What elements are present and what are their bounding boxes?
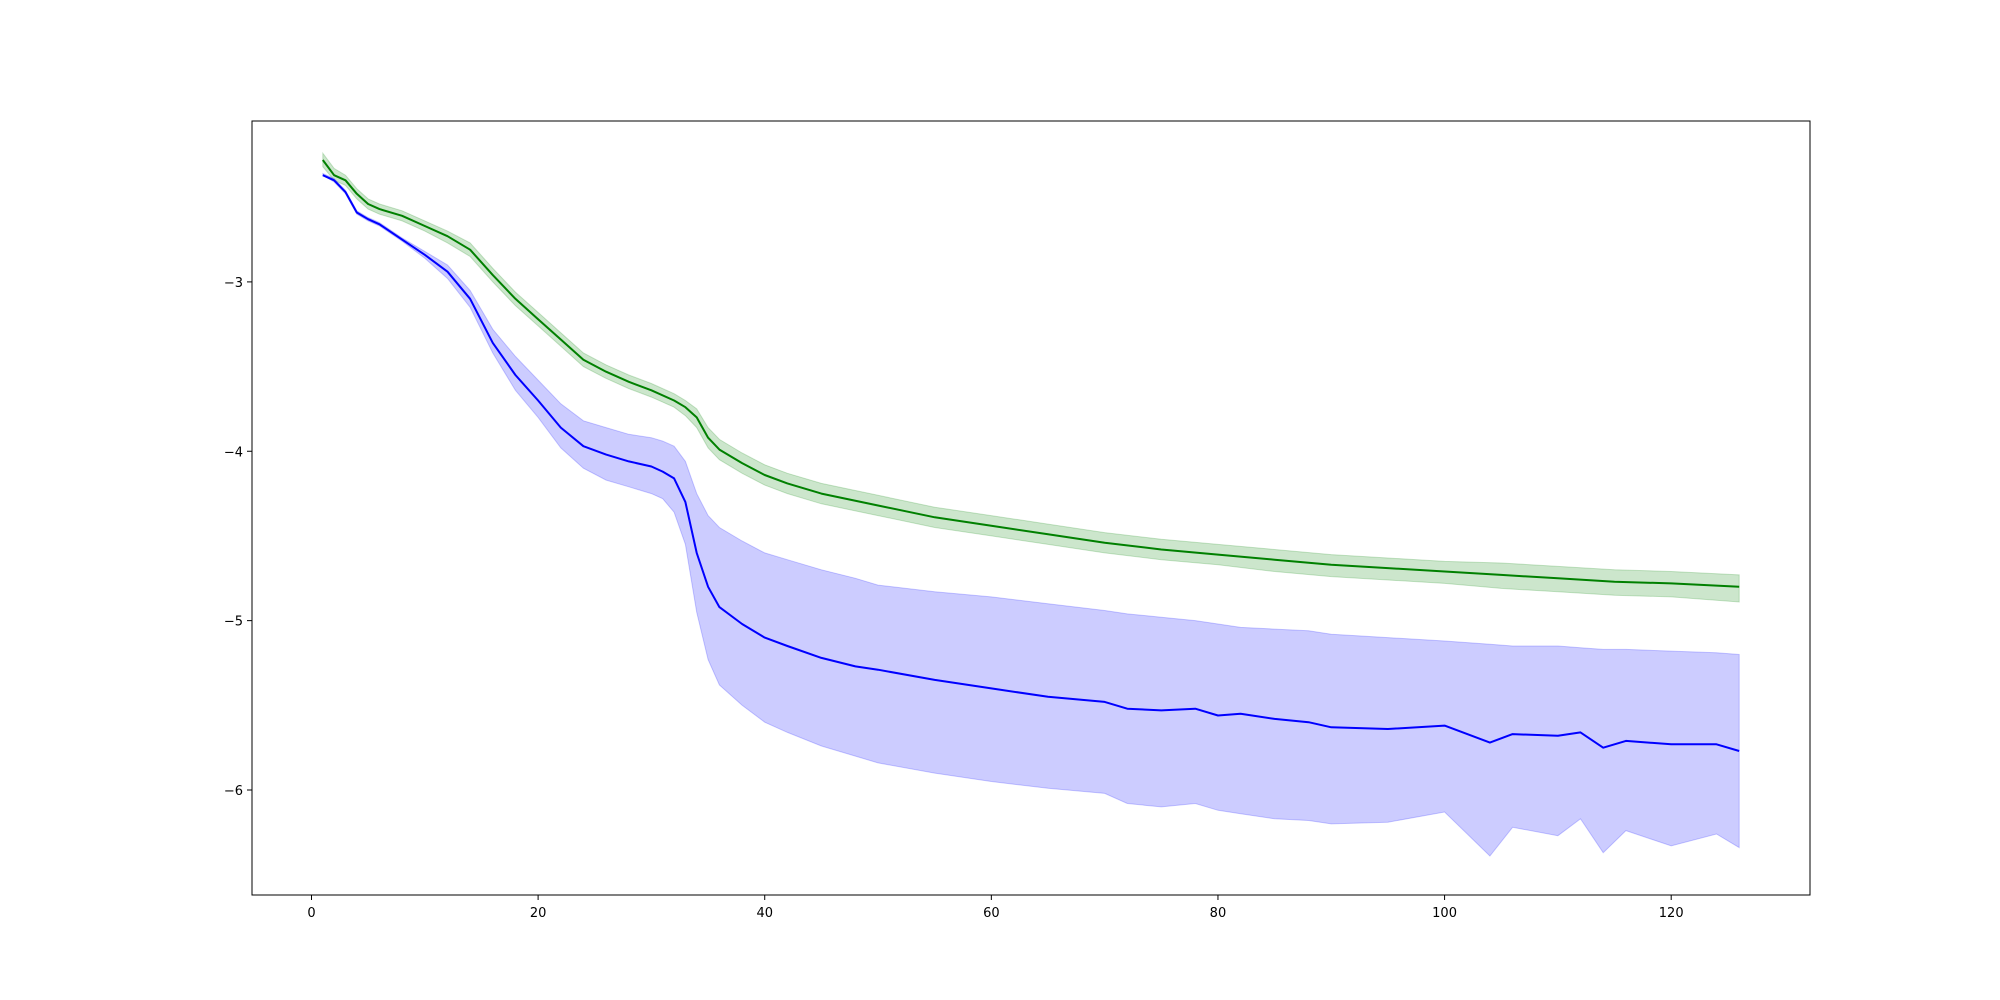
series-1-band bbox=[322, 151, 1740, 603]
series-2-line bbox=[322, 174, 1740, 752]
x-tick-label: 80 bbox=[1210, 906, 1227, 921]
series-1-line bbox=[321, 159, 1740, 588]
y-tick-label: −4 bbox=[224, 445, 243, 460]
y-tick-label: −5 bbox=[224, 615, 243, 630]
x-tick-label: 120 bbox=[1659, 906, 1684, 921]
confidence-bands bbox=[322, 151, 1740, 857]
x-axis: 0 20 40 60 80 100 120 bbox=[307, 895, 1684, 921]
x-tick-label: 100 bbox=[1432, 906, 1457, 921]
series-2-band bbox=[322, 172, 1740, 857]
x-tick-label: 40 bbox=[756, 906, 773, 921]
series-lines bbox=[321, 159, 1740, 752]
x-tick-label: 60 bbox=[983, 906, 1000, 921]
y-tick-label: −6 bbox=[224, 784, 243, 799]
x-tick-label: 20 bbox=[530, 906, 547, 921]
x-tick-label: 0 bbox=[307, 906, 315, 921]
plot-frame bbox=[251, 120, 1811, 896]
y-axis: −3 −4 −5 −6 bbox=[224, 276, 252, 799]
y-tick-label: −3 bbox=[224, 276, 243, 291]
